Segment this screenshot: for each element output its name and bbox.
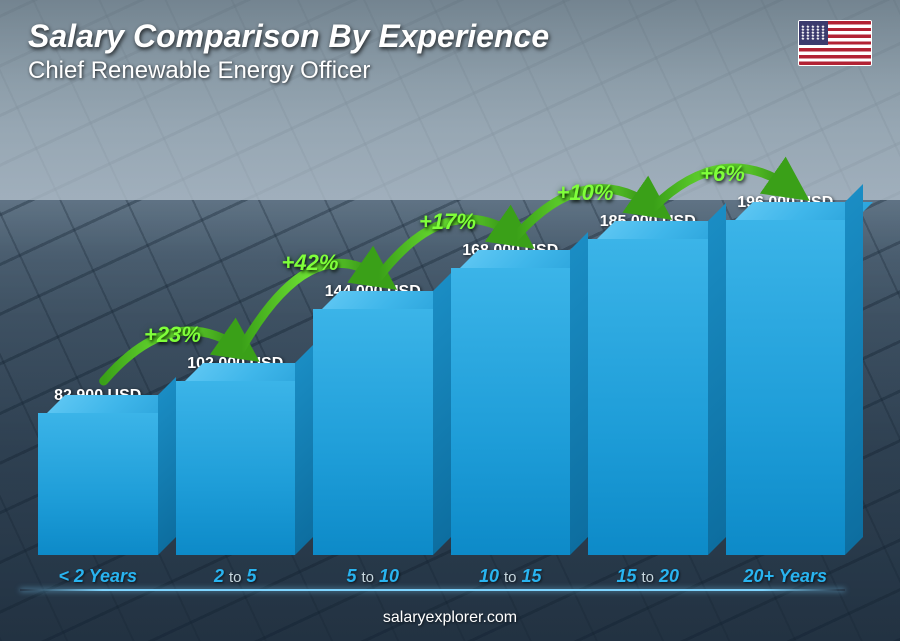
x-axis-category: 15 to 20 bbox=[588, 566, 708, 587]
x-axis-category: < 2 Years bbox=[38, 566, 158, 587]
bar-3d bbox=[726, 220, 846, 555]
growth-percent-label: +6% bbox=[700, 161, 745, 187]
x-axis-category: 10 to 15 bbox=[451, 566, 571, 587]
bar-3d bbox=[451, 268, 571, 555]
growth-percent-label: +23% bbox=[144, 322, 201, 348]
growth-percent-label: +10% bbox=[557, 180, 614, 206]
bar-3d bbox=[176, 381, 296, 555]
x-axis-labels: < 2 Years 2 to 5 5 to 10 10 to 15 15 to 20 20… bbox=[38, 566, 845, 587]
bar-column: 196,000 USD bbox=[726, 194, 846, 555]
infographic-content: Salary Comparison By Experience Chief Re… bbox=[0, 0, 900, 641]
footer-divider bbox=[20, 589, 845, 591]
bar-column: 102,000 USD bbox=[176, 355, 296, 555]
bar-3d bbox=[313, 309, 433, 555]
bar-column: 185,000 USD bbox=[588, 213, 708, 555]
bar-3d bbox=[588, 239, 708, 555]
bar-3d bbox=[38, 413, 158, 555]
footer-source: salaryexplorer.com bbox=[0, 609, 900, 627]
x-axis-category: 20+ Years bbox=[726, 566, 846, 587]
salary-bar-chart: 82,900 USD102,000 USD144,000 USD168,000 … bbox=[38, 130, 845, 583]
x-axis-category: 2 to 5 bbox=[176, 566, 296, 587]
page-title: Salary Comparison By Experience bbox=[28, 18, 549, 55]
us-flag-icon: ★★★★★★★★★★★★★★★★★★★★★★★★★ bbox=[798, 20, 872, 66]
bar-column: 168,000 USD bbox=[451, 242, 571, 555]
growth-percent-label: +42% bbox=[282, 250, 339, 276]
page-subtitle: Chief Renewable Energy Officer bbox=[28, 57, 549, 85]
bar-column: 82,900 USD bbox=[38, 387, 158, 555]
header: Salary Comparison By Experience Chief Re… bbox=[28, 18, 549, 85]
bar-column: 144,000 USD bbox=[313, 283, 433, 555]
x-axis-category: 5 to 10 bbox=[313, 566, 433, 587]
growth-percent-label: +17% bbox=[419, 209, 476, 235]
